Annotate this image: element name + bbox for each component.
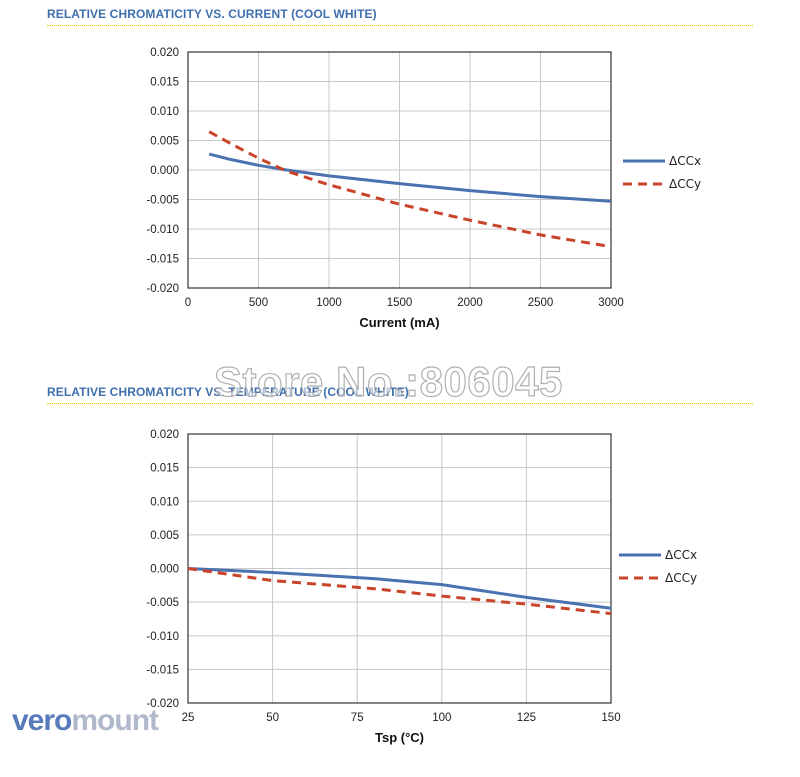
chart2-title: RELATIVE CHROMATICITY VS. TEMPERATURE (C…: [47, 385, 409, 399]
chart1-xtick-label: 1000: [316, 297, 342, 309]
chart2-xtick-label: 50: [266, 712, 279, 724]
chart2-ytick-label: 0.020: [150, 429, 179, 441]
chart2-ytick-label: -0.020: [146, 698, 179, 710]
chart1-ytick-label: 0.020: [150, 47, 179, 59]
chart2-ytick-label: 0.010: [150, 496, 179, 508]
chart2-x-axis-title: Tsp (°C): [375, 730, 424, 745]
chart2-ytick-label: -0.015: [146, 664, 179, 676]
chart1-ytick-label: -0.010: [146, 224, 179, 236]
chart2-ytick-label: -0.010: [146, 631, 179, 643]
chart1-ytick-label: -0.005: [146, 195, 179, 207]
chart2-series-ccx-line: [187, 567, 612, 610]
chart2-xtick-label: 100: [432, 712, 451, 724]
veromount-logo: veromount: [12, 704, 159, 738]
chart2-legend-label-ccy: ΔCCy: [665, 571, 697, 585]
chart1-ytick-label: -0.020: [146, 283, 179, 295]
chart1-legend-label-ccx: ΔCCx: [669, 154, 701, 168]
chart1-series-ccy-line: [208, 130, 612, 249]
chart1-xtick-label: 0: [185, 297, 191, 309]
chart2-ytick-label: 0.000: [150, 564, 179, 576]
store-watermark: Store No.:806045: [213, 357, 563, 405]
chart1-x-axis-title: Current (mA): [359, 315, 439, 330]
chart1-title: RELATIVE CHROMATICITY VS. CURRENT (COOL …: [47, 7, 377, 21]
chart2-xtick-label: 125: [517, 712, 536, 724]
chart2-divider: [47, 403, 753, 404]
chart1-xtick-label: 2500: [528, 297, 554, 309]
chart2-series-ccy-line: [187, 567, 612, 616]
chart2-xtick-label: 25: [182, 712, 195, 724]
chart2-ytick-label: 0.005: [150, 530, 179, 542]
chart2-ytick-label: 0.015: [150, 463, 179, 475]
chart1-ytick-label: -0.015: [146, 254, 179, 266]
chart1-legend-label-ccy: ΔCCy: [669, 177, 701, 191]
chart1-ytick-label: 0.005: [150, 136, 179, 148]
logo-part-vero: vero: [12, 704, 72, 737]
chart1-xtick-label: 1500: [387, 297, 413, 309]
chart1-plot-frame: [187, 51, 612, 289]
chart1-xtick-label: 3000: [598, 297, 624, 309]
chart2-legend-label-ccx: ΔCCx: [665, 548, 697, 562]
chart1-xtick-label: 2000: [457, 297, 483, 309]
chart1-ytick-label: 0.015: [150, 77, 179, 89]
chart1-ytick-label: 0.000: [150, 165, 179, 177]
logo-part-mount: mount: [71, 704, 159, 737]
chart1-ytick-label: 0.010: [150, 106, 179, 118]
chart1-series-ccx-line: [208, 152, 612, 203]
chart1-xtick-label: 500: [249, 297, 268, 309]
chart2-ytick-label: -0.005: [146, 597, 179, 609]
chart1-divider: [47, 25, 753, 26]
chart2-xtick-label: 75: [351, 712, 364, 724]
chart2-xtick-label: 150: [601, 712, 620, 724]
